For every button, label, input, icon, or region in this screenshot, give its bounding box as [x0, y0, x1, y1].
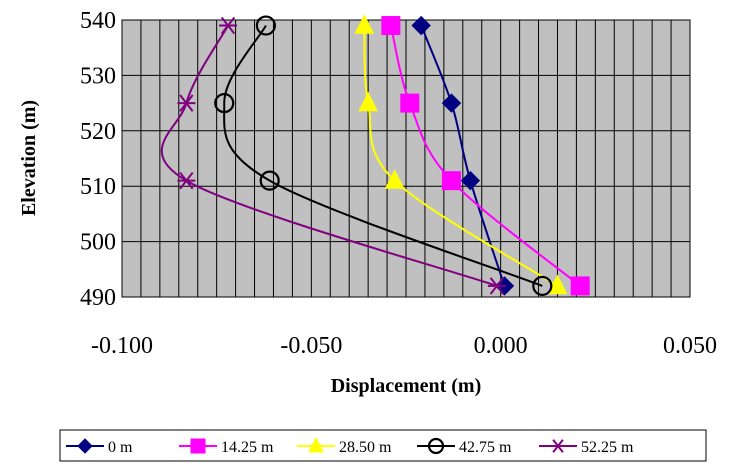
legend: 0 m 14.25 m 28.50 m 42.75 m 52.25 m [59, 429, 707, 462]
data-point-star [177, 171, 196, 190]
data-point-circle [532, 275, 553, 297]
data-point-square [400, 93, 420, 113]
data-point-circle [255, 15, 276, 36]
legend-label: 0 m [108, 439, 133, 456]
data-point-square [381, 16, 401, 36]
data-point-triangle [358, 91, 378, 112]
legend-marker-diamond [77, 438, 93, 454]
series-line [420, 25, 506, 287]
series-line [389, 25, 581, 287]
data-point-star [487, 277, 506, 295]
legend-marker-star [551, 439, 565, 453]
data-point-circle [259, 170, 280, 191]
plot-border [121, 19, 691, 298]
y-tick-label: 540 [80, 8, 116, 34]
x-tick-labels: -0.100 -0.050 0.000 0.050 [91, 333, 717, 359]
x-tick-label: 0.000 [474, 333, 528, 359]
series-line [363, 25, 559, 287]
y-tick-label: 490 [80, 285, 116, 311]
y-tick-label: 500 [80, 230, 116, 256]
data-point-diamond [441, 93, 462, 113]
y-tick-label: 520 [80, 119, 116, 145]
data-point-circle [214, 92, 235, 114]
y-tick-label: 530 [80, 63, 116, 89]
data-point-diamond [411, 15, 431, 36]
data-point-diamond [460, 170, 481, 191]
y-axis-title: Elevation (m) [18, 100, 40, 216]
legend-box [59, 429, 707, 462]
legend-label: 42.75 m [459, 439, 512, 456]
x-tick-label: -0.050 [280, 333, 342, 359]
y-tick-label: 510 [80, 174, 116, 200]
legend-label: 28.50 m [339, 439, 392, 456]
legend-marker-square [190, 438, 206, 454]
x-tick-label: 0.050 [663, 333, 717, 359]
data-point-star [219, 16, 238, 35]
legend-label: 52.25 m [581, 439, 634, 456]
legend-marker-triangle [308, 436, 324, 453]
y-tick-labels: 490 500 510 520 530 540 [80, 8, 116, 311]
data-point-triangle [354, 14, 375, 34]
data-point-triangle [547, 274, 568, 295]
x-axis-title: Displacement (m) [331, 375, 482, 397]
legend-marker-circle [427, 437, 445, 455]
data-point-square [570, 276, 590, 296]
legend-label: 14.25 m [221, 439, 274, 456]
data-point-star [177, 94, 196, 112]
series-line [223, 25, 543, 287]
series-lines [160, 25, 581, 287]
data-point-triangle [384, 169, 405, 189]
series-line [160, 25, 498, 287]
series-markers [177, 14, 590, 297]
data-point-square [441, 171, 461, 191]
x-tick-label: -0.100 [91, 333, 153, 359]
